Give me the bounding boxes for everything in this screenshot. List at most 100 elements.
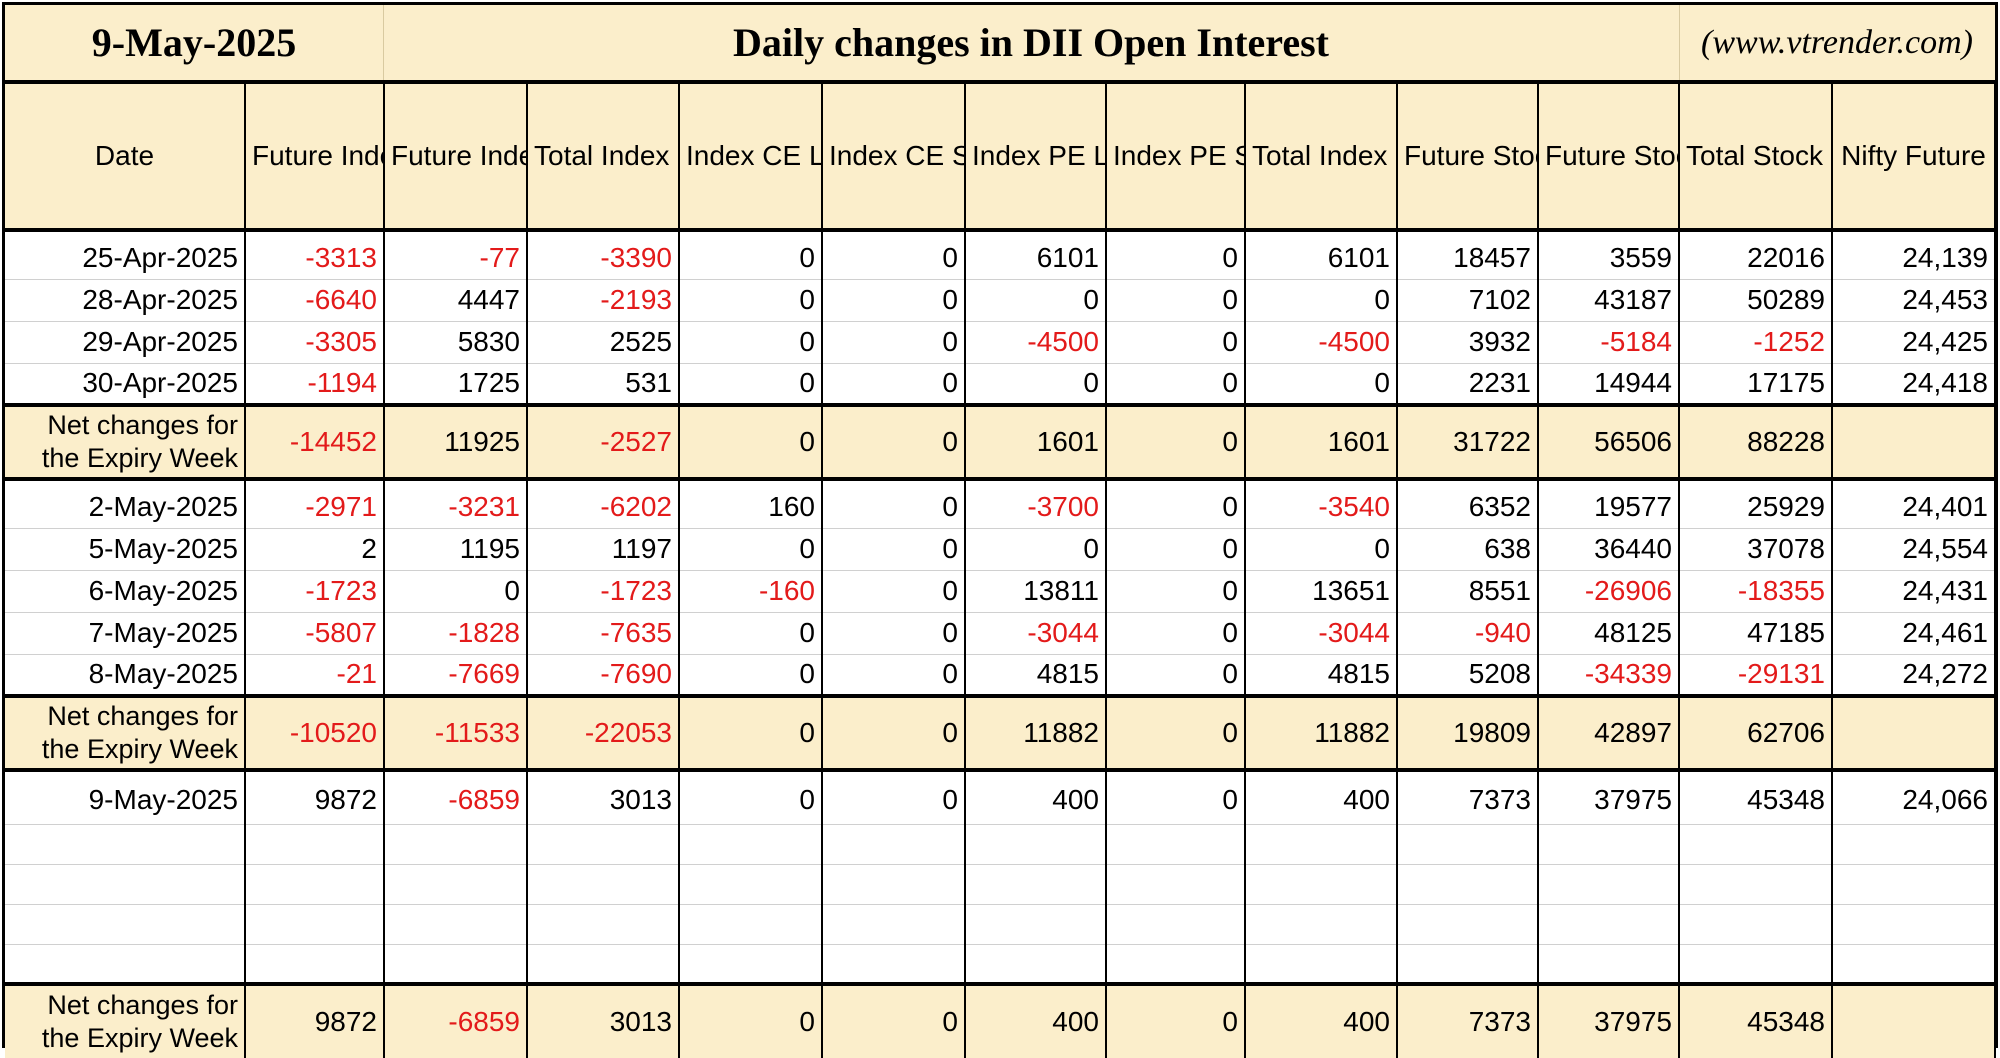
value-cell: 4815 [965,654,1107,697]
value-cell: 0 [822,612,966,655]
net-value-cell: -10520 [245,694,385,772]
net-value-cell: 37975 [1538,982,1680,1058]
empty-cell [822,864,966,905]
net-value-cell: 1601 [1245,403,1398,481]
column-header: Total Stock Future OI Change [1679,84,1833,232]
empty-cell [965,864,1107,905]
value-cell: 0 [1106,363,1246,406]
date-cell: 30-Apr-2025 [5,363,246,406]
value-cell: 24,418 [1832,363,1996,406]
spacer-cell [5,770,246,777]
value-cell: 0 [384,570,528,613]
value-cell: 0 [822,570,966,613]
value-cell: 1195 [384,528,528,571]
value-cell: 0 [1245,363,1398,406]
value-cell: -5184 [1538,321,1680,364]
empty-cell [1397,904,1539,945]
net-changes-row: Net changes for the Expiry Week -14452 119… [5,403,1996,481]
value-cell: 0 [822,654,966,697]
value-cell: 48125 [1538,612,1680,655]
empty-cell [679,824,823,865]
net-value-cell: 0 [679,982,823,1058]
empty-cell [1397,824,1539,865]
spacer-cell [1397,770,1539,777]
value-cell: 13651 [1245,570,1398,613]
spacer-cell [1245,770,1398,777]
spacer-cell [384,479,528,486]
spacer-cell [245,230,385,237]
spacer-cell [1538,230,1680,237]
spacer-cell [822,479,966,486]
value-cell: -1723 [527,570,680,613]
net-value-cell: -11533 [384,694,528,772]
net-value-cell: 0 [679,694,823,772]
date-cell: 28-Apr-2025 [5,279,246,322]
net-value-cell: 0 [822,403,966,481]
value-cell: 0 [1106,528,1246,571]
value-cell: -21 [245,654,385,697]
empty-cell [384,944,528,985]
net-value-cell: 9872 [245,982,385,1058]
value-cell: -77 [384,237,528,280]
spacer-cell [245,770,385,777]
value-cell: 160 [679,486,823,529]
spacer-cell [1832,770,1996,777]
value-cell: -29131 [1679,654,1833,697]
value-cell: 3559 [1538,237,1680,280]
value-cell: 0 [1106,777,1246,825]
value-cell: 50289 [1679,279,1833,322]
value-cell: 22016 [1679,237,1833,280]
value-cell: 0 [822,486,966,529]
net-value-cell: 11882 [1245,694,1398,772]
spacer-cell [384,230,528,237]
column-header: Future Index Short (OI Change) [384,84,528,232]
value-cell: 5830 [384,321,528,364]
spacer-cell [5,230,246,237]
empty-cell [1538,864,1680,905]
net-value-cell: -2527 [527,403,680,481]
value-cell: 5208 [1397,654,1539,697]
empty-cell [527,904,680,945]
spacer-cell [1832,230,1996,237]
empty-row [5,904,1996,945]
value-cell: 0 [679,279,823,322]
value-cell: 0 [1106,321,1246,364]
net-value-cell: 400 [965,982,1107,1058]
empty-cell [1679,944,1833,985]
empty-cell [527,944,680,985]
value-cell: 24,425 [1832,321,1996,364]
empty-row [5,944,1996,985]
spacer-cell [1245,230,1398,237]
empty-cell [1679,824,1833,865]
net-value-cell: 3013 [527,982,680,1058]
value-cell: 2231 [1397,363,1539,406]
empty-cell [679,904,823,945]
table-row: 25-Apr-2025 -3313 -77 -3390 0 0 6101 0 6101 18457… [5,237,1996,280]
value-cell: -3313 [245,237,385,280]
empty-cell [1538,904,1680,945]
date-cell: 29-Apr-2025 [5,321,246,364]
value-cell: 0 [822,777,966,825]
value-cell: -5807 [245,612,385,655]
value-cell: 0 [1106,612,1246,655]
empty-cell [1679,904,1833,945]
value-cell: 2525 [527,321,680,364]
empty-cell [245,864,385,905]
value-cell: 19577 [1538,486,1680,529]
spacer-cell [1679,230,1833,237]
net-value-cell: -14452 [245,403,385,481]
date-cell: 9-May-2025 [5,777,246,825]
empty-cell [1832,904,1996,945]
value-cell: -1723 [245,570,385,613]
spacer-row [5,770,1996,777]
value-cell: 9872 [245,777,385,825]
net-changes-label: Net changes for the Expiry Week [5,403,246,481]
empty-cell [1538,824,1680,865]
net-value-cell: 42897 [1538,694,1680,772]
value-cell: 24,453 [1832,279,1996,322]
value-cell: 0 [822,321,966,364]
empty-cell [1245,904,1398,945]
value-cell: 0 [1106,654,1246,697]
table-row: 28-Apr-2025 -6640 4447 -2193 0 0 0 0 0 7102 43187 5… [5,279,1996,322]
